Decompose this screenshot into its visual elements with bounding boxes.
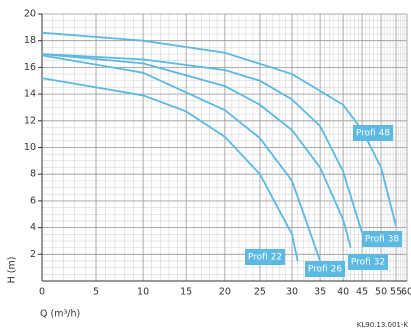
curve xyxy=(41,54,321,262)
y-tick-label: 10 xyxy=(24,142,36,153)
x-tick-label: 35 xyxy=(314,287,326,298)
x-tick-label: 25 xyxy=(254,287,266,298)
curve-label: Profi 38 xyxy=(365,235,400,245)
x-tick-label: 20 xyxy=(219,287,231,298)
curve-label-box xyxy=(348,254,388,270)
x-tick-label: 50 xyxy=(375,287,387,298)
y-tick-label: 4 xyxy=(30,222,36,233)
x-tick-label: 5 xyxy=(93,287,99,298)
x-axis-label: Q (m³/h) xyxy=(40,309,80,320)
x-tick-label: 15 xyxy=(180,287,192,298)
footnote: KL90.13.001-K xyxy=(357,321,409,329)
y-axis-label: H (m) xyxy=(7,257,18,284)
y-tick-label: 20 xyxy=(24,9,36,20)
curve xyxy=(41,53,363,234)
curve xyxy=(41,31,397,227)
y-tick-label: 12 xyxy=(24,115,36,126)
x-tick-label: 0 xyxy=(39,287,45,298)
curve-label-box xyxy=(305,261,345,277)
y-tick-label: 8 xyxy=(30,169,36,180)
curve-label: Profi 22 xyxy=(248,253,282,263)
x-tick-label: 45 xyxy=(356,287,368,298)
y-tick-label: 16 xyxy=(24,62,36,73)
y-tick-label: 2 xyxy=(30,249,36,260)
curve xyxy=(41,77,299,262)
curve-label: Profi 26 xyxy=(308,265,343,275)
y-tick-label: 18 xyxy=(24,35,36,46)
curve-label-box xyxy=(245,249,285,265)
curve-label: Profi 48 xyxy=(356,129,391,139)
curve-label-box xyxy=(353,125,393,141)
curve xyxy=(41,53,352,248)
x-tick-label: 40 xyxy=(337,287,349,298)
x-tick-label: 30 xyxy=(286,287,298,298)
x-tick-label: 10 xyxy=(137,287,149,298)
curve-label: Profi 32 xyxy=(351,258,385,268)
x-tick-label: 60 xyxy=(401,287,411,298)
y-tick-label: 14 xyxy=(24,89,36,100)
curve-label-box xyxy=(362,231,402,247)
x-tick-label: 55 xyxy=(390,287,402,298)
y-tick-label: 6 xyxy=(30,195,36,206)
